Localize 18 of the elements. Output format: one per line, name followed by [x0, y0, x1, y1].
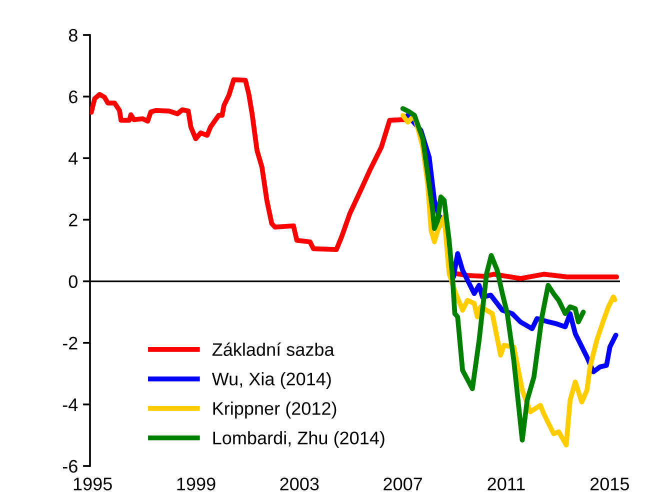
y-tick-label: 6	[69, 90, 78, 104]
y-tick-label: -4	[62, 398, 78, 411]
y-tick-label: 8	[68, 28, 78, 42]
x-tick-label: 2015	[590, 478, 629, 490]
legend-label: Základní sazba	[212, 342, 334, 356]
x-tick-label: 2003	[280, 478, 319, 490]
x-tick-label: 2011	[488, 478, 525, 490]
x-tick-label: 2007	[384, 478, 422, 490]
y-tick-label: -2	[62, 336, 78, 350]
y-tick-label: 4	[68, 152, 78, 165]
x-tick-label: 1999	[177, 478, 216, 490]
legend-label: Lombardi, Zhu (2014)	[213, 431, 384, 448]
y-tick-label: -6	[62, 460, 78, 473]
x-tick-label: 1995	[74, 478, 112, 490]
y-tick-label: 0	[68, 275, 78, 288]
y-tick-label: 2	[69, 214, 78, 226]
legend-label: Wu, Xia (2014)	[212, 372, 331, 389]
legend-label: Krippner (2012)	[213, 402, 336, 418]
